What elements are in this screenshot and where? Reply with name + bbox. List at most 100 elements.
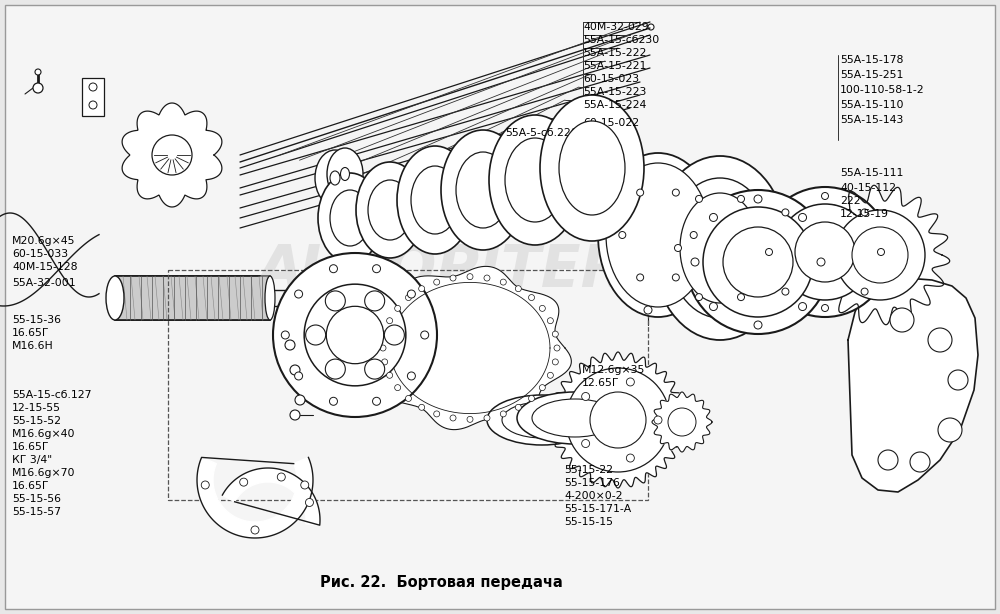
Circle shape [500,279,506,285]
Circle shape [419,404,425,410]
Circle shape [777,204,873,300]
Circle shape [822,193,828,200]
Circle shape [691,258,699,266]
Ellipse shape [680,193,760,303]
Circle shape [626,454,634,462]
Circle shape [434,411,440,417]
Ellipse shape [502,402,582,438]
Circle shape [33,83,43,93]
Circle shape [539,305,545,311]
Ellipse shape [532,399,618,437]
Circle shape [325,291,345,311]
Circle shape [539,384,545,391]
Circle shape [822,305,828,311]
Circle shape [484,275,490,281]
Text: 12-15-55: 12-15-55 [12,403,61,413]
Circle shape [467,416,473,422]
Circle shape [566,368,670,472]
Circle shape [928,328,952,352]
Ellipse shape [315,150,355,206]
Circle shape [890,308,914,332]
Text: 55-15-15: 55-15-15 [564,517,613,527]
Text: 222: 222 [840,196,861,206]
Circle shape [626,378,634,386]
Circle shape [529,395,535,402]
Circle shape [835,210,925,300]
Circle shape [306,325,326,345]
Text: 55А-15-111: 55А-15-111 [840,168,903,178]
Circle shape [672,274,679,281]
Circle shape [365,359,385,379]
Circle shape [644,306,652,314]
Circle shape [709,214,717,222]
Circle shape [201,481,209,489]
Ellipse shape [330,190,370,246]
Circle shape [382,331,388,337]
Circle shape [795,222,855,282]
Circle shape [382,359,388,365]
Text: 55А-15-110: 55А-15-110 [840,100,904,110]
Bar [82,78,104,116]
Circle shape [782,288,789,295]
Circle shape [852,227,908,283]
Circle shape [329,265,337,273]
Circle shape [910,452,930,472]
Text: 55А-5-сб.220: 55А-5-сб.220 [505,128,578,138]
Ellipse shape [598,153,718,317]
Text: 60-15-033: 60-15-033 [12,249,68,259]
Text: М12.6g×35: М12.6g×35 [582,365,645,375]
Ellipse shape [106,276,124,320]
Circle shape [552,331,558,337]
Polygon shape [222,468,320,525]
Circle shape [387,372,393,378]
Text: 60-15-023: 60-15-023 [583,74,639,84]
Ellipse shape [505,138,565,222]
Circle shape [515,286,521,292]
Text: 55-15-22: 55-15-22 [564,465,613,475]
Circle shape [938,418,962,442]
Circle shape [304,284,406,386]
Text: 55А-15-223: 55А-15-223 [583,87,646,97]
Circle shape [305,499,313,507]
Text: 40М-15-128: 40М-15-128 [12,262,78,272]
Circle shape [754,195,762,203]
Circle shape [301,481,309,489]
Circle shape [619,231,626,238]
Text: 16.65Г: 16.65Г [12,481,50,491]
Circle shape [738,195,744,203]
Circle shape [295,290,303,298]
Circle shape [861,288,868,295]
Text: М16.6Н: М16.6Н [12,341,54,351]
Ellipse shape [668,178,772,318]
Text: М16.6g×40: М16.6g×40 [12,429,76,439]
Polygon shape [810,185,950,325]
Circle shape [637,274,644,281]
Text: 100-110-58-1-2: 100-110-58-1-2 [840,85,925,95]
Circle shape [878,450,898,470]
Circle shape [529,295,535,301]
Circle shape [554,345,560,351]
Circle shape [668,408,696,436]
Text: 4-200×0-2: 4-200×0-2 [564,491,622,501]
Circle shape [384,325,404,345]
Polygon shape [369,266,571,430]
Text: 16.65Г: 16.65Г [12,328,50,338]
Ellipse shape [330,171,340,185]
Circle shape [817,258,825,266]
Text: 55-15-36: 55-15-36 [12,315,61,325]
Text: 55-15-176: 55-15-176 [564,478,620,488]
Ellipse shape [356,162,424,258]
Circle shape [329,397,337,405]
Circle shape [861,209,868,216]
Ellipse shape [540,95,644,241]
Text: М20.6g×45: М20.6g×45 [12,236,76,246]
Circle shape [395,384,401,391]
Circle shape [582,440,590,448]
Ellipse shape [327,148,363,200]
Circle shape [738,293,744,301]
Polygon shape [197,457,313,538]
Text: 55А-15-178: 55А-15-178 [840,55,903,65]
Circle shape [878,249,885,255]
Ellipse shape [487,395,597,445]
Circle shape [281,331,289,339]
